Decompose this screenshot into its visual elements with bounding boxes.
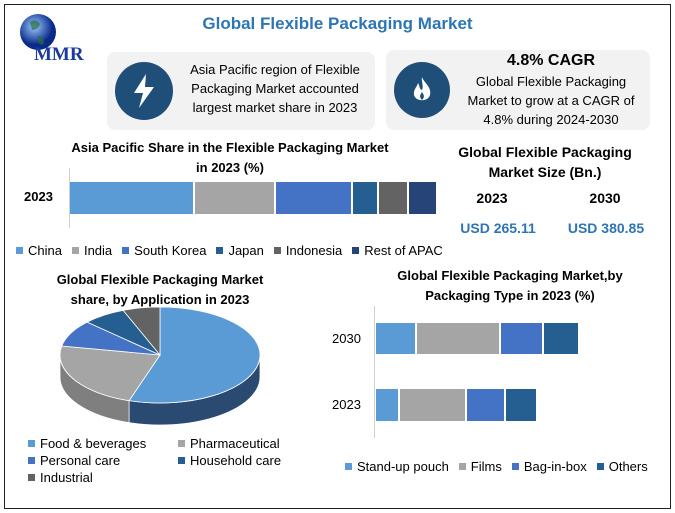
legend-item: China (16, 243, 62, 258)
legend-swatch (596, 463, 604, 470)
legend-swatch (216, 247, 224, 254)
legend-swatch (16, 247, 23, 254)
packaging-y-label: 2030 (332, 331, 361, 346)
legend-label: Personal care (40, 453, 121, 468)
legend-swatch (28, 457, 35, 464)
bar-segment (195, 182, 275, 214)
legend-label: Rest of APAC (364, 243, 443, 258)
info-card-apac: Asia Pacific region of Flexible Packagin… (107, 52, 375, 130)
bar-segment (417, 323, 499, 354)
bar-segment (400, 389, 465, 421)
legend-swatch (28, 474, 35, 481)
legend-label: Stand-up pouch (357, 459, 449, 474)
legend-item: Films (458, 459, 502, 474)
legend-swatch (273, 247, 281, 254)
legend-label: Pharmaceutical (190, 436, 280, 451)
legend-item: Food & beverages (28, 436, 178, 451)
legend-item: Industrial (28, 470, 178, 485)
legend-swatch (28, 440, 35, 447)
lightning-icon (115, 62, 173, 120)
frame (4, 4, 671, 509)
legend-swatch (178, 457, 185, 464)
cagr-heading: 4.8% CAGR (506, 52, 596, 69)
legend-label: Food & beverages (40, 436, 147, 451)
legend-item: Others (596, 459, 648, 474)
legend-swatch (352, 247, 360, 254)
apac-legend: China India South Korea Japan Indonesia Rest … (16, 243, 443, 258)
card-text-line: Asia Pacific region of Flexible (190, 62, 360, 77)
legend-item: Bag-in-box (511, 459, 587, 474)
pie-slice (128, 306, 261, 404)
svg-text:MMR: MMR (34, 44, 84, 62)
legend-label: Household care (190, 453, 282, 468)
apac-y-label: 2023 (24, 189, 53, 204)
card-text-line: Packaging Market accounted (191, 81, 359, 96)
market-size-title: Global Flexible Packaging Market Size (Bn… (458, 144, 632, 180)
bar-segment (276, 182, 352, 214)
bar-segment (376, 389, 398, 421)
legend-swatch (458, 463, 466, 470)
legend-item: Personal care (28, 453, 178, 468)
card-text-line: Market to grow at a CAGR of (467, 93, 635, 108)
pie-chart (59, 306, 261, 426)
pie-legend: Food & beverages Pharmaceutical Personal c… (28, 436, 298, 485)
legend-label: Films (470, 459, 502, 474)
apac-bar (70, 182, 438, 214)
packaging-y-label: 2023 (332, 397, 361, 412)
packaging-chart-title: Global Flexible Packaging Market,by Packa… (397, 268, 623, 303)
pie-chart-title: Global Flexible Packaging Market share, b… (56, 272, 264, 307)
bar-segment (376, 323, 415, 354)
legend-item: India (71, 243, 113, 258)
legend-item: Pharmaceutical (178, 436, 298, 451)
flame-icon (394, 62, 450, 118)
packaging-bar-2023 (376, 389, 538, 421)
apac-axis (69, 168, 70, 228)
card-text-line: 4.8% during 2024-2030 (483, 112, 619, 127)
card-text-line: largest market share in 2023 (192, 100, 358, 115)
pie-slice (59, 345, 161, 402)
legend-item: Stand-up pouch (345, 459, 449, 474)
legend-item: South Korea (122, 243, 206, 258)
page-title: Global Flexible Packaging Market (202, 14, 473, 33)
legend-item: Rest of APAC (352, 243, 443, 258)
legend-label: Industrial (40, 470, 93, 485)
info-card-cagr: 4.8% CAGR Global Flexible Packaging Mark… (386, 50, 650, 130)
legend-swatch (71, 247, 79, 254)
legend-item: Japan (216, 243, 264, 258)
card-text-line: Global Flexible Packaging (475, 74, 627, 89)
legend-item: Household care (178, 453, 298, 468)
legend-swatch (122, 247, 130, 254)
legend-item: Indonesia (273, 243, 343, 258)
legend-label: Bag-in-box (523, 459, 587, 474)
size-value-2023: USD 265.11 (460, 220, 536, 236)
apac-chart-title: Asia Pacific Share in the Flexible Packa… (71, 140, 389, 175)
legend-label: India (83, 243, 113, 258)
size-year-2023: 2023 (476, 190, 508, 206)
legend-label: China (28, 243, 62, 258)
bar-segment (544, 323, 578, 354)
bar-segment (70, 182, 194, 214)
legend-label: South Korea (134, 243, 207, 258)
legend-swatch (511, 463, 519, 470)
legend-swatch (345, 463, 352, 470)
size-value-2030: USD 380.85 (567, 220, 645, 236)
legend-label: Others (608, 459, 648, 474)
bar-segment (353, 182, 378, 214)
bar-segment (506, 389, 536, 421)
pie-slice (122, 306, 161, 357)
packaging-legend: Stand-up pouch Films Bag-in-box Others (345, 459, 648, 474)
bar-segment (408, 182, 436, 214)
bar-segment (501, 323, 542, 354)
packaging-axis (374, 306, 375, 438)
mmr-logo: MMR (20, 14, 84, 62)
bar-segment (379, 182, 407, 214)
size-year-2030: 2030 (589, 190, 621, 206)
legend-label: Indonesia (285, 243, 343, 258)
legend-swatch (178, 440, 185, 447)
packaging-bar-2030 (376, 323, 580, 354)
legend-label: Japan (228, 243, 264, 258)
bar-segment (467, 389, 504, 421)
